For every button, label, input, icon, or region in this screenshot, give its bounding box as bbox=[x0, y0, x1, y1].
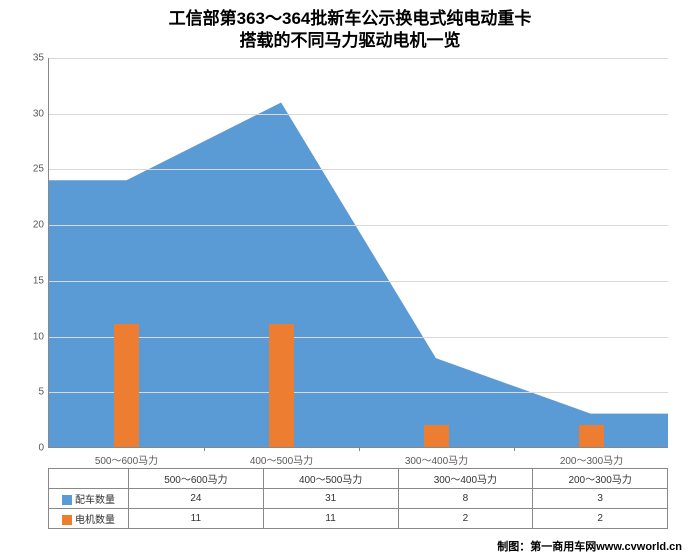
y-tick-label: 0 bbox=[38, 443, 49, 454]
legend-value-cell: 24 bbox=[129, 489, 264, 509]
legend-category-header: 500～600马力 bbox=[129, 469, 264, 489]
legend-swatch bbox=[62, 515, 72, 525]
footer-credit: 制图：第一商用车网www.cvworld.cn bbox=[497, 538, 682, 554]
bar bbox=[579, 425, 604, 447]
legend-row: 电机数量111122 bbox=[49, 509, 668, 529]
gridline bbox=[49, 58, 668, 59]
y-tick-label: 20 bbox=[33, 220, 49, 231]
legend-value-cell: 3 bbox=[533, 489, 668, 509]
legend-category-header: 200～300马力 bbox=[533, 469, 668, 489]
x-tick-label: 300～400马力 bbox=[405, 447, 468, 467]
title-line-1: 工信部第363～364批新车公示换电式纯电动重卡 bbox=[0, 8, 700, 30]
legend-series-name: 配车数量 bbox=[75, 495, 115, 506]
bar bbox=[269, 324, 294, 447]
x-tick-mark bbox=[359, 447, 360, 451]
chart-title: 工信部第363～364批新车公示换电式纯电动重卡 搭载的不同马力驱动电机一览 bbox=[0, 0, 700, 52]
gridline bbox=[49, 225, 668, 226]
legend-value-cell: 8 bbox=[398, 489, 533, 509]
x-tick-label: 200～300马力 bbox=[560, 447, 623, 467]
y-tick-label: 10 bbox=[33, 331, 49, 342]
y-tick-label: 25 bbox=[33, 164, 49, 175]
legend-series-cell: 配车数量 bbox=[49, 489, 129, 509]
legend-data-table: 500～600马力400～500马力300～400马力200～300马力配车数量… bbox=[48, 468, 668, 529]
gridline bbox=[49, 114, 668, 115]
legend-corner-cell bbox=[49, 469, 129, 489]
legend-series-name: 电机数量 bbox=[75, 515, 115, 526]
bar bbox=[114, 324, 139, 447]
bar bbox=[424, 425, 449, 447]
gridline bbox=[49, 169, 668, 170]
gridline bbox=[49, 337, 668, 338]
legend-category-header: 300～400马力 bbox=[398, 469, 533, 489]
title-line-2: 搭载的不同马力驱动电机一览 bbox=[0, 30, 700, 52]
x-tick-mark bbox=[514, 447, 515, 451]
plot-area: 05101520253035500～600马力400～500马力300～400马… bbox=[48, 58, 668, 448]
y-tick-label: 35 bbox=[33, 53, 49, 64]
x-tick-mark bbox=[204, 447, 205, 451]
legend-value-cell: 2 bbox=[533, 509, 668, 529]
chart-container: 工信部第363～364批新车公示换电式纯电动重卡 搭载的不同马力驱动电机一览 0… bbox=[0, 0, 700, 560]
y-tick-label: 5 bbox=[38, 387, 49, 398]
gridline bbox=[49, 281, 668, 282]
legend-swatch bbox=[62, 495, 72, 505]
legend-value-cell: 11 bbox=[129, 509, 264, 529]
area-series-svg bbox=[49, 58, 668, 447]
area-series bbox=[49, 102, 668, 447]
legend-series-cell: 电机数量 bbox=[49, 509, 129, 529]
legend-row: 配车数量 243183 bbox=[49, 489, 668, 509]
gridline bbox=[49, 392, 668, 393]
y-tick-label: 30 bbox=[33, 108, 49, 119]
legend-value-cell: 11 bbox=[263, 509, 398, 529]
legend-category-header: 400～500马力 bbox=[263, 469, 398, 489]
legend-value-cell: 31 bbox=[263, 489, 398, 509]
y-tick-label: 15 bbox=[33, 275, 49, 286]
x-tick-label: 400～500马力 bbox=[250, 447, 313, 467]
x-tick-label: 500～600马力 bbox=[95, 447, 158, 467]
legend-value-cell: 2 bbox=[398, 509, 533, 529]
